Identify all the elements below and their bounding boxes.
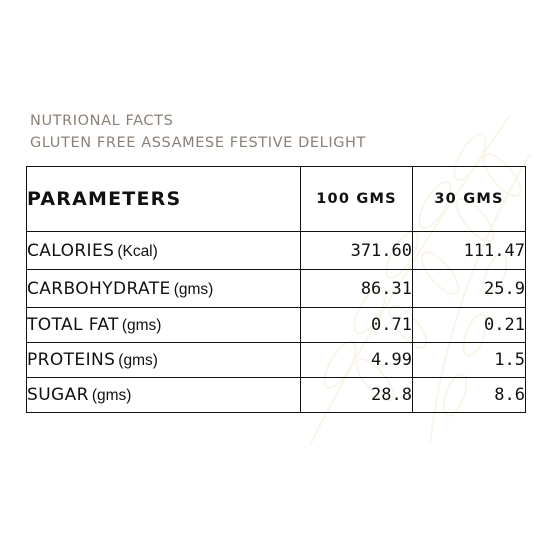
table-row: CALORIES (Kcal) 371.60 111.47 <box>26 231 526 270</box>
parameter-name: SUGAR <box>27 385 89 405</box>
value-100-gms: 86.31 <box>300 269 413 308</box>
parameter-name: CALORIES <box>27 240 115 261</box>
table-row: SUGAR (gms) 28.8 8.6 <box>26 377 526 413</box>
parameter-unit: (gms) <box>118 352 158 369</box>
parameter-name: PROTEINS <box>27 350 116 370</box>
parameter-cell: CARBOHYDRATE (gms) <box>26 269 301 308</box>
parameter-name: CARBOHYDRATE <box>27 278 171 299</box>
table-row: TOTAL FAT (gms) 0.71 0.21 <box>26 307 526 343</box>
table-header-row: PARAMETERS 100 GMS 30 GMS <box>26 166 526 232</box>
parameter-unit: (gms) <box>91 387 132 404</box>
column-header-parameters: PARAMETERS <box>26 166 301 232</box>
parameter-cell: PROTEINS (gms) <box>26 342 301 378</box>
value-100-gms: 28.8 <box>300 377 413 413</box>
table-row: CARBOHYDRATE (gms) 86.31 25.9 <box>26 269 526 308</box>
value-100-gms: 371.60 <box>300 231 413 270</box>
table-row: PROTEINS (gms) 4.99 1.5 <box>26 342 526 378</box>
value-100-gms: 4.99 <box>300 342 413 378</box>
parameter-cell: SUGAR (gms) <box>26 377 301 413</box>
column-header-100-gms: 100 GMS <box>300 166 413 232</box>
parameter-cell: CALORIES (Kcal) <box>26 231 301 270</box>
parameter-unit: (gms) <box>173 280 214 298</box>
product-subtitle: GLUTEN FREE ASSAMESE FESTIVE DELIGHT <box>30 135 366 151</box>
value-30-gms: 0.21 <box>412 307 526 343</box>
parameter-unit: (Kcal) <box>117 242 158 260</box>
nutrition-table: PARAMETERS 100 GMS 30 GMS CALORIES (Kcal)… <box>26 166 526 413</box>
value-30-gms: 8.6 <box>412 377 526 413</box>
value-30-gms: 1.5 <box>412 342 526 378</box>
parameter-cell: TOTAL FAT (gms) <box>26 307 301 343</box>
parameter-unit: (gms) <box>121 317 162 334</box>
value-30-gms: 25.9 <box>412 269 526 308</box>
parameter-name: TOTAL FAT <box>27 315 119 335</box>
column-header-30-gms: 30 GMS <box>412 166 526 232</box>
facts-title: NUTRIONAL FACTS <box>30 113 174 129</box>
value-30-gms: 111.47 <box>412 231 526 270</box>
value-100-gms: 0.71 <box>300 307 413 343</box>
